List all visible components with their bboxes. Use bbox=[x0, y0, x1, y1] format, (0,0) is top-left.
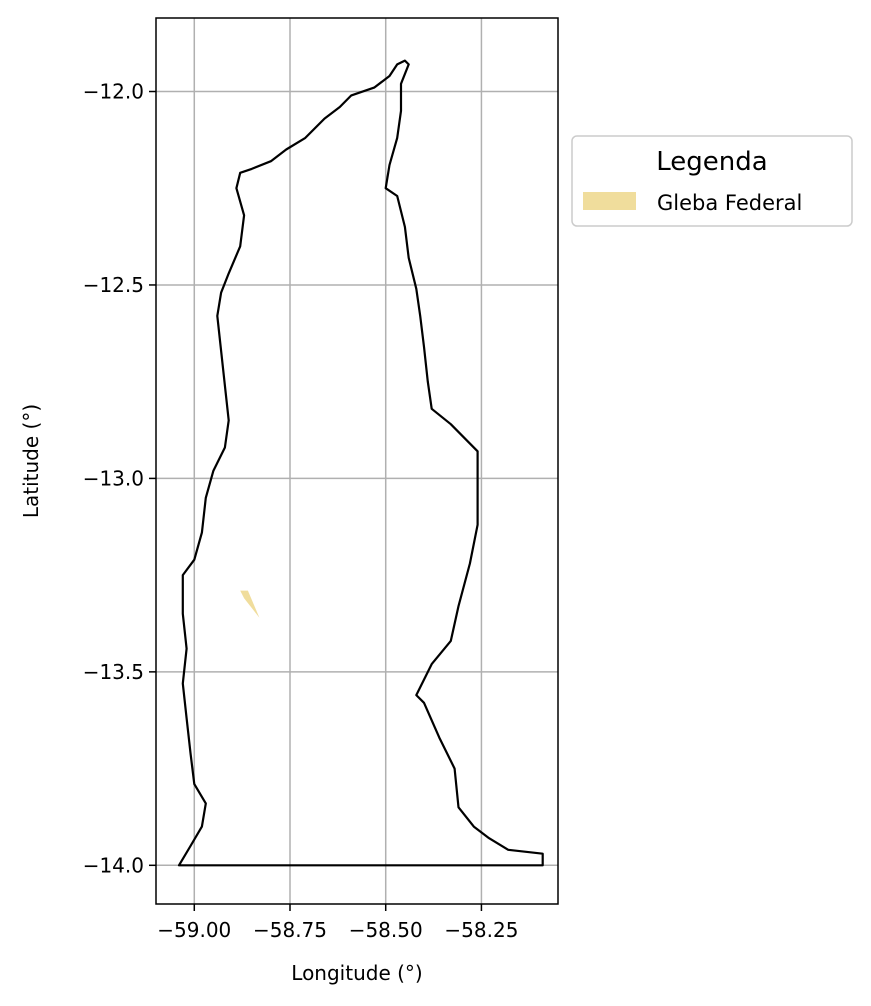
municipality-boundary bbox=[177, 59, 544, 867]
legend: Legenda Gleba Federal bbox=[571, 135, 853, 227]
y-tick-label: −13.5 bbox=[83, 660, 144, 684]
x-tick-label: −58.50 bbox=[349, 918, 423, 942]
y-tick-label: −13.0 bbox=[83, 466, 144, 490]
boundary-layer bbox=[177, 59, 544, 867]
feature-gleba-federal bbox=[240, 590, 260, 618]
legend-label-gleba-federal: Gleba Federal bbox=[657, 191, 802, 215]
feature-layer bbox=[240, 590, 260, 618]
x-axis-ticks: −59.00 −58.75 −58.50 −58.25 bbox=[157, 904, 518, 942]
legend-box bbox=[571, 135, 853, 227]
x-tick-label: −59.00 bbox=[157, 918, 231, 942]
legend-swatch-gleba-federal bbox=[583, 192, 636, 210]
y-axis-ticks: −12.0 −12.5 −13.0 −13.5 −14.0 bbox=[83, 80, 156, 877]
y-tick-label: −12.0 bbox=[83, 80, 144, 104]
axes-frame bbox=[155, 17, 559, 905]
y-axis-label: Latitude (°) bbox=[19, 404, 43, 518]
y-tick-label: −14.0 bbox=[83, 853, 144, 877]
x-tick-label: −58.75 bbox=[253, 918, 327, 942]
x-tick-label: −58.25 bbox=[444, 918, 518, 942]
y-tick-label: −12.5 bbox=[83, 273, 144, 297]
legend-title: Legenda bbox=[656, 147, 767, 177]
x-axis-label: Longitude (°) bbox=[291, 961, 422, 985]
